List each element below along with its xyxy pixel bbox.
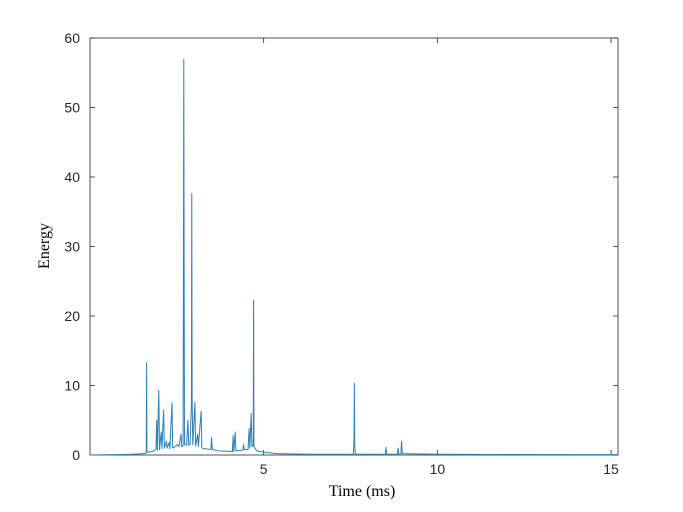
- series-layer: [89, 59, 619, 456]
- y-axis-label: Energy: [36, 223, 53, 269]
- x-tick-label: 5: [260, 461, 268, 477]
- y-tick-label: 60: [64, 30, 80, 46]
- x-axis-ticks: 5 10 15: [260, 38, 619, 477]
- y-tick-label: 40: [64, 169, 80, 185]
- y-axis-ticks: 0 10 20 30 40 50 60: [64, 30, 618, 463]
- y-tick-label: 30: [64, 239, 80, 255]
- x-axis-label: Time (ms): [329, 483, 396, 500]
- x-tick-label: 10: [430, 461, 446, 477]
- energy-series-line: [89, 59, 619, 456]
- y-tick-label: 0: [72, 447, 80, 463]
- y-tick-label: 10: [64, 378, 80, 394]
- x-tick-label: 15: [603, 461, 619, 477]
- y-tick-label: 50: [64, 100, 80, 116]
- y-tick-label: 20: [64, 308, 80, 324]
